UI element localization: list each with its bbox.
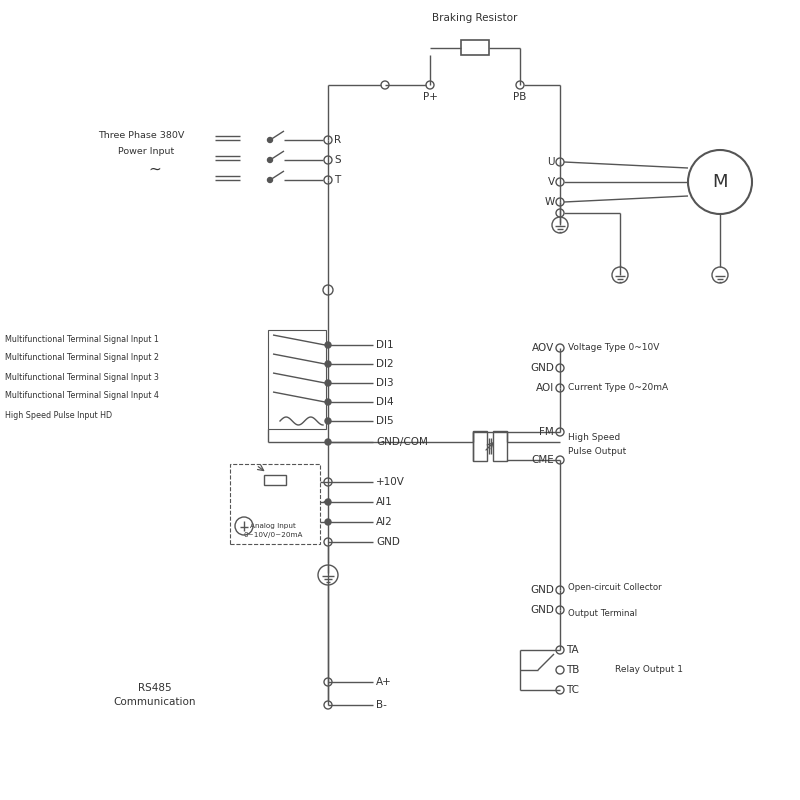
Text: GND: GND [530,605,554,615]
Text: S: S [334,155,341,165]
Text: Current Type 0~20mA: Current Type 0~20mA [568,383,668,393]
Text: AI2: AI2 [376,517,393,527]
Text: CME: CME [531,455,554,465]
Text: GND/COM: GND/COM [376,437,428,447]
Text: DI3: DI3 [376,378,394,388]
Circle shape [325,380,331,386]
Text: M: M [712,173,728,191]
Text: PB: PB [514,92,526,102]
Text: DI1: DI1 [376,340,394,350]
Circle shape [267,158,273,162]
Text: Communication: Communication [114,697,196,707]
Text: TA: TA [566,645,578,655]
Circle shape [325,399,331,405]
Bar [461,40,489,55]
Text: DI5: DI5 [376,416,394,426]
Text: GND: GND [530,585,554,595]
Text: Multifunctional Terminal Signal Input 4: Multifunctional Terminal Signal Input 4 [5,391,159,401]
Text: High Speed Pulse Input HD: High Speed Pulse Input HD [5,410,112,419]
Bar [493,431,507,461]
Text: Open-circuit Collector: Open-circuit Collector [568,582,662,591]
Text: DI2: DI2 [376,359,394,369]
Text: Pulse Output: Pulse Output [568,446,626,455]
Text: Three Phase 380V: Three Phase 380V [98,130,184,139]
Text: Multifunctional Terminal Signal Input 1: Multifunctional Terminal Signal Input 1 [5,334,159,343]
Text: FM: FM [539,427,554,437]
Text: Analog Input: Analog Input [250,523,296,529]
Text: Relay Output 1: Relay Output 1 [615,666,683,674]
Text: TB: TB [566,665,579,675]
Text: W: W [545,197,555,207]
Circle shape [325,519,331,525]
Text: DI4: DI4 [376,397,394,407]
Text: GND: GND [530,363,554,373]
Circle shape [325,342,331,348]
Text: P+: P+ [422,92,438,102]
Text: High Speed: High Speed [568,434,620,442]
Text: Power Input: Power Input [118,147,174,157]
Text: Voltage Type 0~10V: Voltage Type 0~10V [568,343,659,353]
Circle shape [325,439,331,445]
Text: RS485: RS485 [138,683,172,693]
Circle shape [267,178,273,182]
Text: ~: ~ [148,162,161,177]
Text: Multifunctional Terminal Signal Input 2: Multifunctional Terminal Signal Input 2 [5,354,159,362]
Circle shape [325,361,331,367]
Text: B-: B- [376,700,387,710]
Text: U: U [547,157,555,167]
Text: AI1: AI1 [376,497,393,507]
Text: 0~10V/0~20mA: 0~10V/0~20mA [243,532,302,538]
Text: V: V [548,177,555,187]
Bar [473,431,487,461]
Bar [264,475,286,485]
Text: TC: TC [566,685,579,695]
Text: Multifunctional Terminal Signal Input 3: Multifunctional Terminal Signal Input 3 [5,373,159,382]
Text: +10V: +10V [376,477,405,487]
Circle shape [325,418,331,424]
Text: AOV: AOV [532,343,554,353]
Bar [268,330,326,429]
Text: R: R [334,135,341,145]
Text: T: T [334,175,340,185]
Text: A+: A+ [376,677,392,687]
Text: AOI: AOI [536,383,554,393]
Bar [230,464,320,544]
Circle shape [325,499,331,505]
Text: GND: GND [376,537,400,547]
Text: Output Terminal: Output Terminal [568,609,637,618]
Text: Braking Resistor: Braking Resistor [432,13,518,23]
Circle shape [267,138,273,142]
